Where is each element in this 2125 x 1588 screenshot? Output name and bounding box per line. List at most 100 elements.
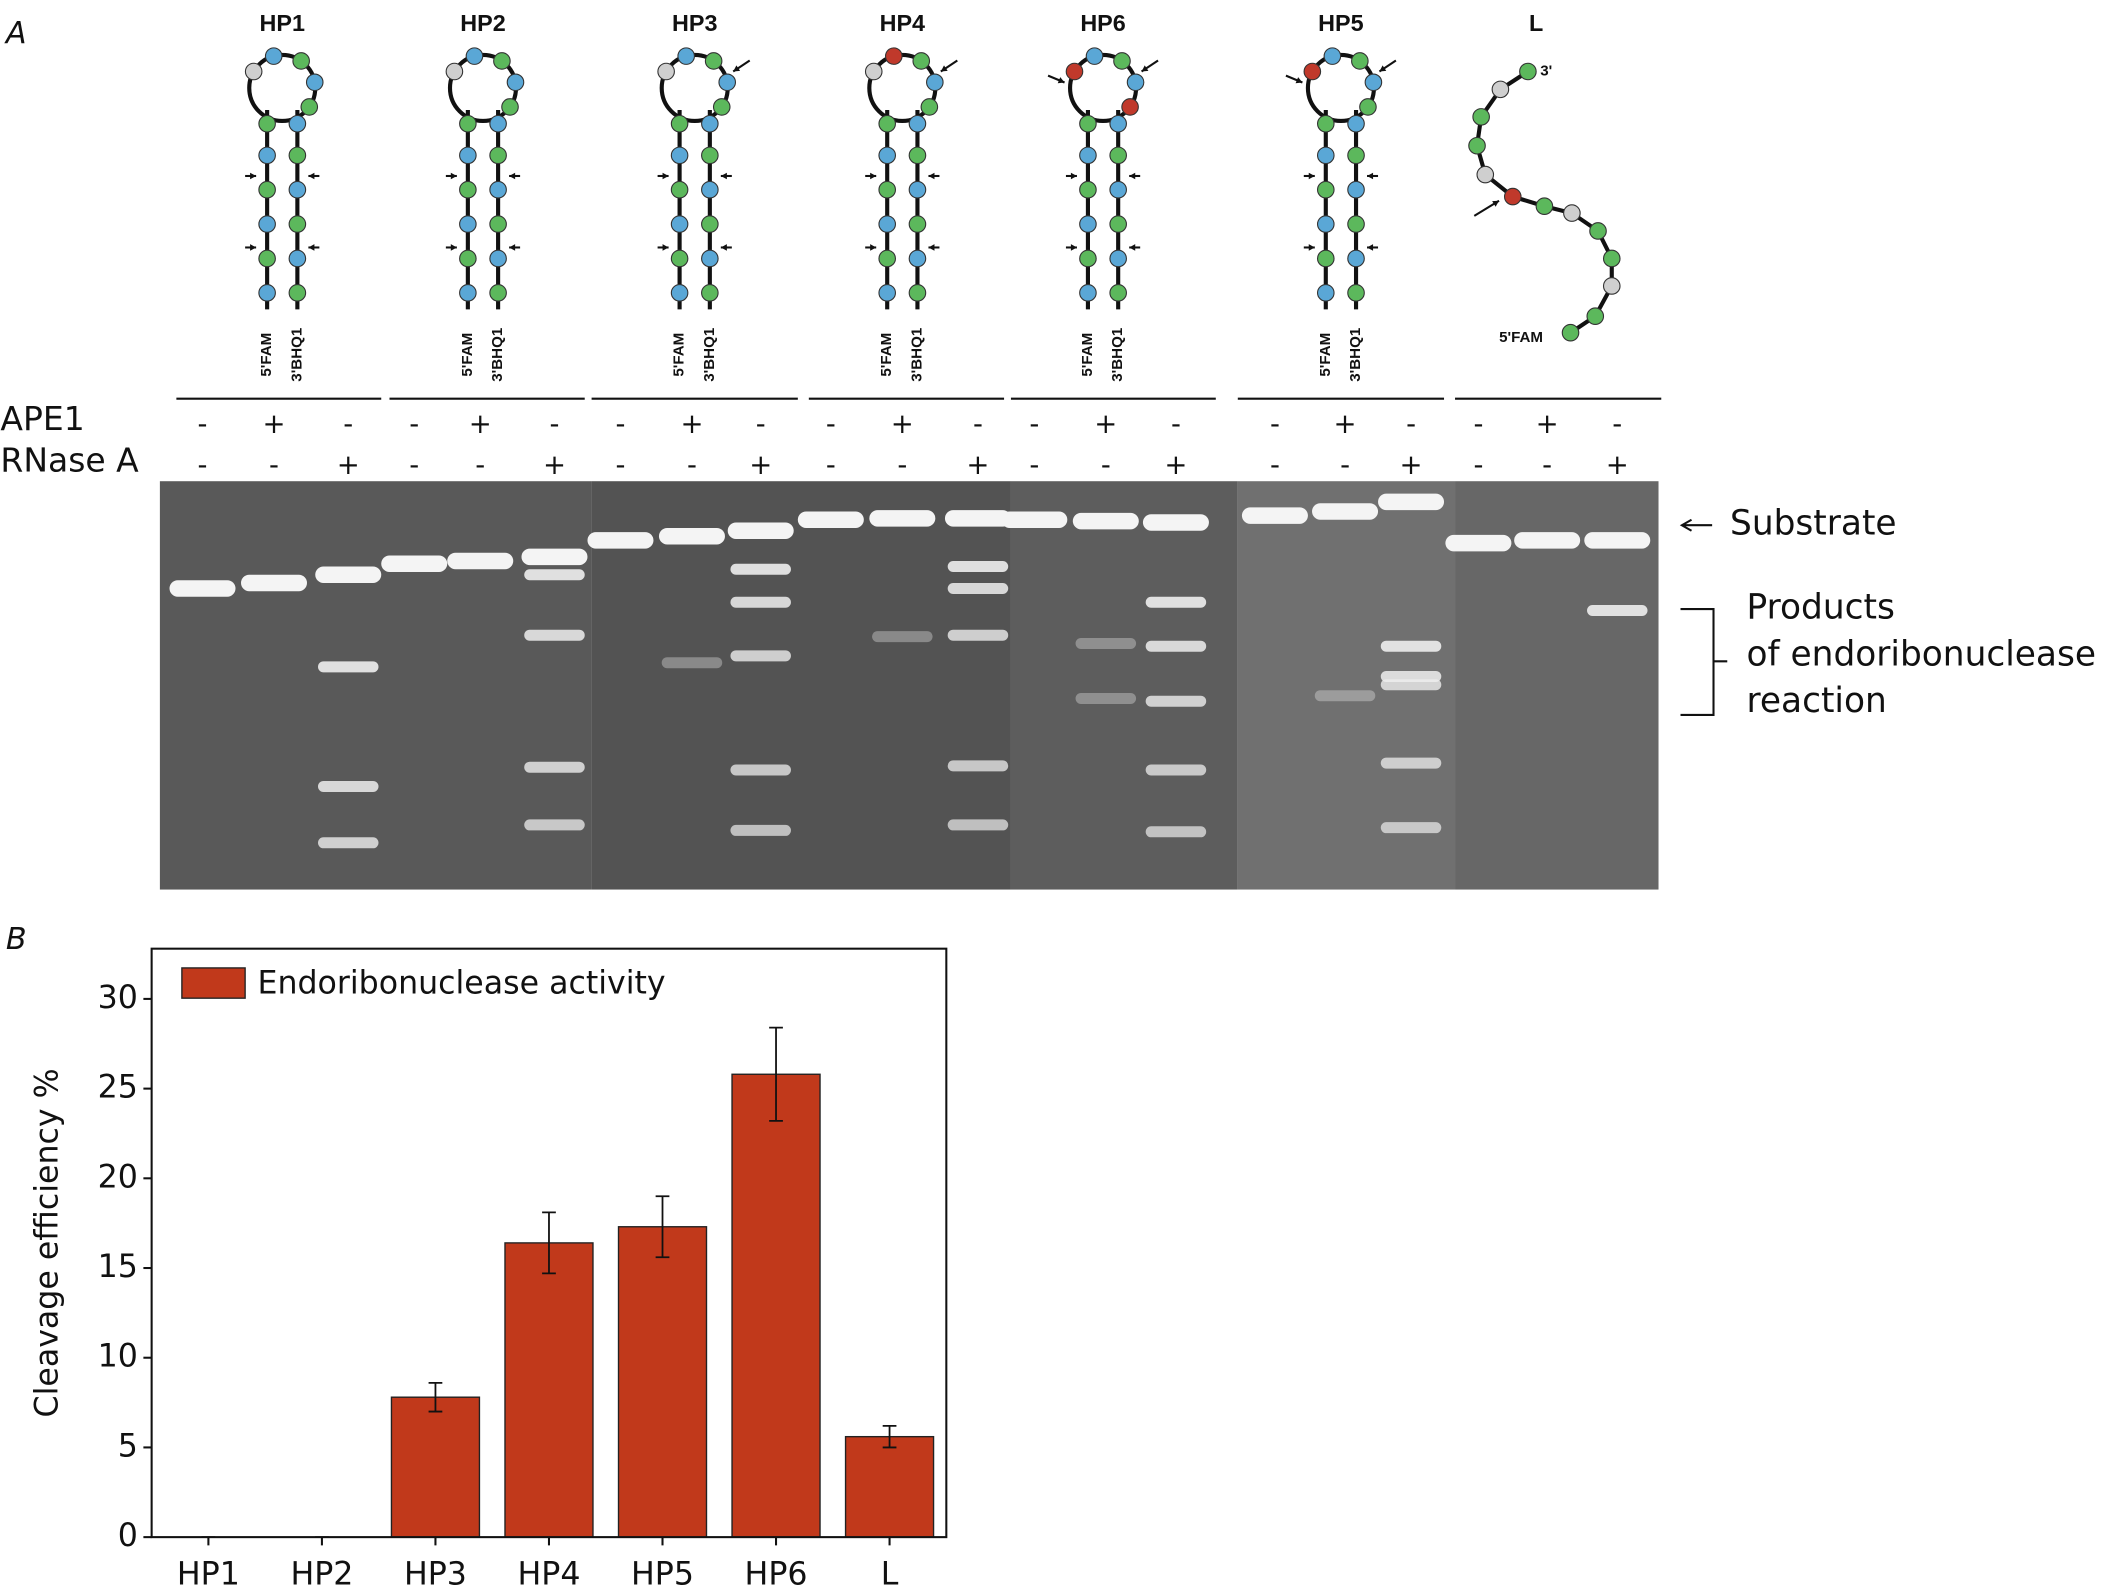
treatment-sign: + — [680, 408, 703, 440]
end-label: 5'FAM — [671, 333, 688, 377]
nucleotide — [1079, 114, 1097, 133]
nucleotide — [506, 73, 525, 92]
nucleotide — [1519, 62, 1537, 81]
treatment-sign: - — [1270, 408, 1280, 440]
end-label: 3'BHQ1 — [1347, 328, 1364, 382]
gel-band — [1142, 514, 1209, 531]
treatment-sign: - — [616, 449, 626, 481]
gel-band — [1378, 493, 1445, 511]
nucleotide — [1316, 284, 1335, 302]
gel-band — [1001, 511, 1068, 528]
nucleotide — [1347, 180, 1365, 199]
treatment-sign: + — [1536, 408, 1559, 440]
gel-band — [730, 764, 791, 776]
treatment-sign: - — [1101, 449, 1111, 481]
nucleotide — [292, 52, 310, 70]
treatment-sign: - — [550, 408, 560, 440]
error-bar — [882, 1425, 897, 1449]
treatment-sign: - — [897, 449, 907, 481]
cleavage-arrow-head — [1070, 172, 1077, 180]
products-label: reaction — [1747, 681, 1887, 721]
nucleotide — [878, 284, 897, 302]
nucleotide — [912, 52, 931, 70]
bar — [390, 1396, 481, 1538]
nucleotide — [1109, 180, 1127, 199]
cleavage-arrow-head — [1379, 65, 1387, 72]
nucleotide — [704, 52, 723, 70]
cleavage-arrow-head — [928, 172, 935, 180]
error-bar — [542, 1211, 556, 1275]
nucleotide — [288, 180, 307, 199]
gel-band — [524, 569, 585, 581]
nucleotide — [1602, 249, 1621, 268]
cleavage-arrow-head — [1070, 244, 1077, 251]
y-tick-label: 0 — [118, 1518, 138, 1554]
nucleotide — [1316, 146, 1335, 165]
nucleotide — [878, 146, 897, 165]
nucleotide — [1347, 146, 1365, 165]
treatment-sign: - — [1406, 408, 1416, 440]
y-tick-label: 15 — [98, 1249, 138, 1285]
cleavage-arrow-head — [1308, 172, 1315, 180]
nucleotide — [701, 284, 719, 302]
gel-band — [1380, 822, 1442, 834]
nucleotide — [701, 146, 719, 165]
nucleotide — [459, 114, 477, 133]
gel-band — [947, 819, 1009, 831]
row-label: RNase A — [0, 440, 139, 479]
treatment-sign: + — [262, 408, 285, 440]
cleavage-arrow-head — [928, 244, 935, 251]
nucleotide — [670, 215, 689, 233]
nucleotide — [1468, 136, 1486, 155]
nucleotide — [677, 47, 695, 65]
nucleotide — [1109, 114, 1127, 133]
gel-band — [1145, 764, 1207, 776]
treatment-sign: - — [826, 408, 836, 440]
nucleotide — [926, 73, 944, 92]
nucleotide — [300, 98, 319, 116]
gel-band — [1380, 640, 1442, 652]
gel-band — [317, 661, 379, 673]
nucleotide — [712, 98, 731, 116]
treatment-sign: - — [1542, 449, 1552, 481]
nucleotide — [1347, 114, 1365, 133]
nucleotide — [1535, 197, 1554, 216]
gel-band — [872, 631, 933, 643]
cleavage-arrow-head — [1141, 65, 1149, 72]
bar — [617, 1226, 708, 1538]
nucleotide — [258, 284, 276, 302]
gel-band — [521, 548, 588, 566]
nucleotide — [264, 47, 283, 65]
x-tick-label: HP3 — [404, 1557, 467, 1588]
cleavage-arrow-head — [250, 244, 257, 251]
error-bar — [655, 1195, 670, 1259]
gel-band — [1445, 534, 1512, 552]
nucleotide — [258, 180, 276, 199]
gel-band — [947, 560, 1009, 572]
construct-name: HP5 — [1318, 10, 1363, 36]
end-label: 3'BHQ1 — [908, 328, 925, 382]
treatment-sign: - — [198, 449, 208, 481]
nucleotide — [1364, 73, 1383, 92]
nucleotide — [1079, 284, 1097, 302]
nucleotide — [445, 62, 464, 81]
nucleotide — [1079, 146, 1097, 165]
treatment-sign: - — [756, 408, 766, 440]
cleavage-arrow-head — [308, 244, 315, 251]
legend-swatch — [181, 967, 246, 999]
construct-name: HP6 — [1080, 10, 1125, 36]
treatment-sign: + — [966, 449, 989, 481]
gel-band — [381, 555, 448, 572]
gel-band — [1584, 532, 1651, 549]
nucleotide — [459, 284, 477, 302]
treatment-sign: - — [198, 408, 208, 440]
construct-name: L — [1529, 10, 1543, 36]
gel-band — [587, 532, 654, 549]
treatment-sign: - — [1473, 449, 1483, 481]
gel-band — [727, 522, 794, 539]
nucleotide — [288, 114, 307, 133]
nucleotide — [1347, 249, 1365, 268]
nucleotide — [1126, 73, 1145, 92]
gel-band — [317, 837, 379, 849]
